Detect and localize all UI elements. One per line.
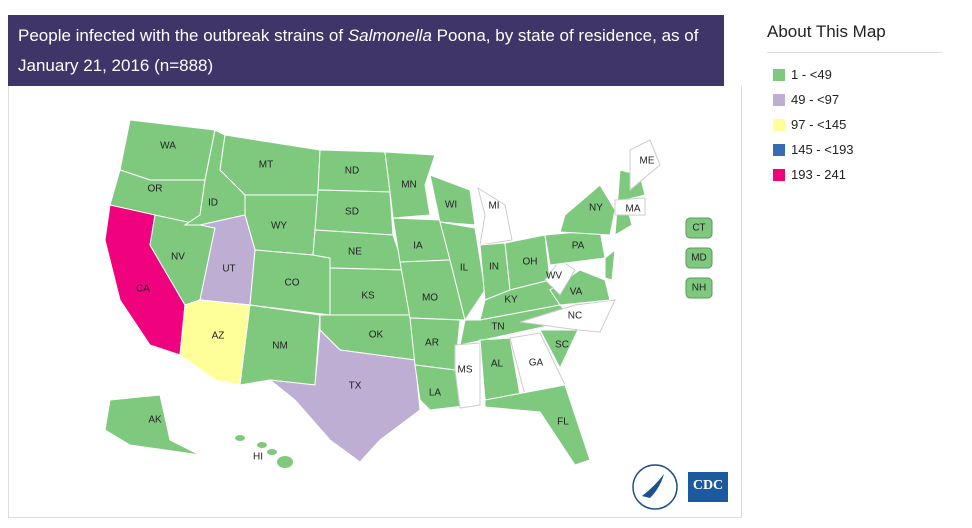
state-shape [439,221,486,322]
state-label: WI [445,200,457,211]
legend-swatch [773,118,785,131]
state-label: MT [259,160,273,171]
hhs-logo [632,464,678,510]
legend-swatch [773,168,785,181]
state-label: OH [523,257,538,268]
state-label: IN [489,262,499,273]
state-label: NY [589,203,603,214]
state-label: AK [148,415,162,426]
state-label: CA [136,284,150,295]
state-box [685,277,713,299]
state-shape [484,384,591,466]
state-shape [614,169,646,236]
legend-item: 145 - <193 [767,137,942,162]
title-italic: Salmonella [347,26,432,45]
legend-label: 193 - 241 [791,167,846,182]
state-label: AR [425,338,439,349]
state-label: AL [491,359,504,370]
state-label: WY [271,221,287,232]
state-label: TN [491,322,504,333]
state-label: NE [348,247,362,258]
hi-island [257,442,267,448]
legend-swatch [773,143,785,156]
legend-label: 49 - <97 [791,92,840,107]
legend: About This Map 1 - <49 49 - <97 97 - <145 14… [767,22,942,187]
state-shape [384,151,436,219]
legend-swatch [773,93,785,106]
hi-island [235,435,245,441]
legend-item: 97 - <145 [767,112,942,137]
state-shape [539,329,579,370]
state-label: LA [429,388,442,399]
state-shape [629,139,661,192]
state-label: NM [272,341,288,352]
state-shape [477,186,513,246]
state-shape [454,342,481,409]
legend-heading: About This Map [767,22,942,53]
state-label: OK [369,330,384,341]
legend-swatch [773,68,785,81]
state-shape [268,328,421,463]
state-label: SD [345,207,359,218]
state-label: KS [361,291,375,302]
state-shape [549,269,611,306]
legend-label: 97 - <145 [791,117,847,132]
state-label: WA [160,141,176,152]
hi-island [267,449,277,455]
state-shape [614,197,646,216]
legend-label: 145 - <193 [791,142,854,157]
state-label: CO [285,278,300,289]
state-label: NV [171,252,185,263]
state-label: FL [557,417,569,428]
state-label: IL [460,263,469,274]
state-label: TX [349,381,362,392]
state-label: MI [488,201,499,212]
map-frame [8,86,742,518]
state-label: NH [692,283,706,294]
state-label: GA [529,358,544,369]
state-shape [604,248,616,281]
state-label: MO [422,293,438,304]
state-label: HI [253,452,263,463]
map-title: People infected with the outbreak strain… [8,15,724,86]
state-label: SC [555,340,569,351]
state-shape [559,184,616,236]
state-label: MN [401,180,417,191]
state-shape [104,394,201,456]
state-shape [519,299,616,333]
state-box [685,247,713,269]
state-shape [179,299,251,386]
legend-item: 1 - <49 [767,62,942,87]
state-label: WV [546,271,562,282]
state-label: CT [692,223,705,234]
title-text: People infected with the outbreak strain… [18,26,348,45]
legend-item: 193 - 241 [767,162,942,187]
state-label: ME [640,156,655,167]
state-label: UT [222,264,235,275]
state-shape [544,259,576,296]
legend-label: 1 - <49 [791,67,832,82]
cdc-logo [688,472,728,502]
title-text: Poona, by state of residence, as of Janu… [18,26,699,75]
hi-island [277,456,293,468]
cdc-logo-text: CDC [693,478,723,493]
state-label: MD [691,253,707,264]
state-label: KY [504,295,518,306]
state-box [685,217,713,239]
state-label: OR [148,184,163,195]
state-label: NC [568,311,582,322]
state-label: MA [626,204,641,215]
state-label: AZ [212,331,225,342]
legend-item: 49 - <97 [767,87,942,112]
state-shape [429,174,476,226]
map: WA OR CA NV ID MT WY UT CO AZ NM ND SD NE KS OK TX MN IA MO… [104,119,728,510]
state-label: MS [458,365,473,376]
state-label: ND [345,166,359,177]
state-label: VA [570,287,583,298]
state-label: PA [572,241,585,252]
state-label: IA [413,241,423,252]
state-label: ID [208,198,218,209]
